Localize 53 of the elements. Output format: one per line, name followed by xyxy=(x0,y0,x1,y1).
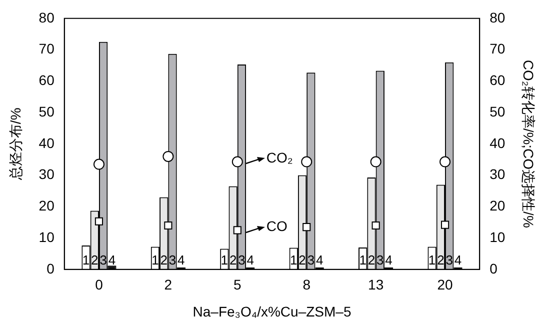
x-tick-label: 5 xyxy=(233,276,242,293)
y-tick-label: 70 xyxy=(38,40,55,57)
category-label: 2 xyxy=(437,252,444,268)
category-label: 2 xyxy=(229,252,237,268)
y2-tick-label: 40 xyxy=(490,134,506,151)
text: 3 xyxy=(307,252,315,268)
y2-tick-label: 80 xyxy=(490,9,506,26)
series-label: 1 xyxy=(359,252,366,268)
y-tick-label: 50 xyxy=(38,103,55,120)
annotation: CO₂ xyxy=(266,150,293,166)
y2-tick-label: 30 xyxy=(490,166,506,182)
text: 1 xyxy=(82,252,90,268)
y-tick-label: 20 xyxy=(38,198,55,214)
x-tick-label: 0 xyxy=(95,276,104,293)
text: 4 xyxy=(454,252,462,268)
text: 3 xyxy=(168,252,176,268)
y2-tick-label: 10 xyxy=(490,228,506,245)
y-tick-label: 0 xyxy=(46,260,55,276)
category-label: 2 xyxy=(160,252,168,268)
text: 3 xyxy=(238,252,246,268)
x-axis-title: Na–Fe₃O₄/x%Cu–ZSM–5 xyxy=(192,303,352,320)
text: 4 xyxy=(246,252,254,268)
y2-tick-label: 0 xyxy=(490,260,498,276)
text: 1 xyxy=(290,252,298,268)
text: 1 xyxy=(220,252,228,268)
x-tick-label: 2 xyxy=(164,276,172,293)
series-label: 4 xyxy=(108,252,116,268)
y2-tick-label: 50 xyxy=(490,103,506,120)
y-tick-label: 60 xyxy=(38,72,55,88)
annotation: CO xyxy=(266,218,288,234)
y-axis-title: 总烃分布/% xyxy=(7,108,24,182)
y-tick-label: 40 xyxy=(38,134,55,151)
text: 4 xyxy=(178,252,185,268)
y2-axis-title: CO₂转化率/%;CO选择性/% xyxy=(520,60,537,228)
x-tick-label: 8 xyxy=(302,276,311,293)
text: 3 xyxy=(100,252,107,268)
y2-tick-label: 70 xyxy=(490,40,506,57)
series-label: 2 xyxy=(298,252,306,268)
text: 1 xyxy=(152,252,159,268)
text: 3 xyxy=(376,252,384,268)
y2-tick-label: 20 xyxy=(490,198,506,214)
series-label: 3 xyxy=(446,252,453,268)
y-tick-label: 10 xyxy=(38,228,55,245)
text: 2 xyxy=(91,252,98,268)
y-tick-label: 80 xyxy=(38,9,55,26)
text: 1 xyxy=(428,252,436,268)
y-tick-label: 30 xyxy=(38,166,55,182)
x-tick-label: 20 xyxy=(437,276,454,293)
text: 4 xyxy=(316,252,324,268)
x-tick-label: 13 xyxy=(368,276,384,293)
category-label: 2 xyxy=(368,252,376,268)
y2-tick-label: 60 xyxy=(490,72,506,88)
text: 4 xyxy=(385,252,392,268)
